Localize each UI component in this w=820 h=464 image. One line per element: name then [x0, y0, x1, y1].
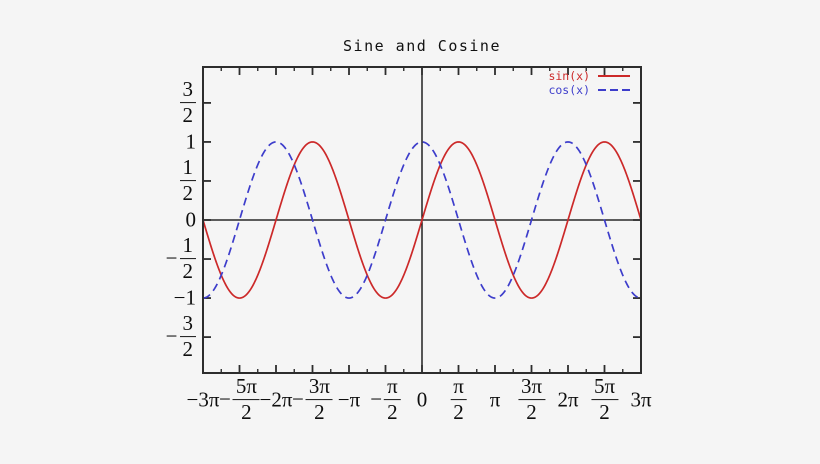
legend-entry-cos: cos(x) [548, 82, 631, 97]
x-tick-label: −3π [186, 387, 220, 412]
chart-title: Sine and Cosine [343, 37, 501, 55]
sin-curve [202, 141, 642, 299]
x-tick-label: 0 [416, 387, 428, 412]
legend-cos-label: cos(x) [548, 82, 590, 97]
y-tick-label: −1 [173, 285, 196, 310]
x-tick-label: 3π [630, 387, 652, 412]
legend-sin-label: sin(x) [548, 68, 590, 83]
x-tick-label: −5π 2 [219, 375, 260, 424]
legend-cos-line-sample [598, 88, 630, 91]
x-tick-label: 2π [557, 387, 579, 412]
x-tick-label: − π 2 [370, 375, 401, 424]
cos-curve [202, 141, 642, 299]
y-tick-label: 0 [185, 207, 197, 232]
x-tick-label: 5π 2 [590, 375, 619, 424]
x-tick-label: −3π 2 [292, 375, 333, 424]
y-tick-label: −3 2 [166, 312, 196, 361]
legend-sin-line-sample [598, 74, 630, 77]
y-axis-ticks [203, 102, 641, 338]
y-tick-label: 1 [185, 129, 197, 154]
x-tick-label: π [489, 387, 501, 412]
x-tick-label: 3π 2 [517, 375, 546, 424]
y-tick-label: −1 2 [166, 234, 196, 283]
x-tick-label: −2π [259, 387, 293, 412]
legend-entry-sin: sin(x) [548, 68, 631, 83]
x-tick-label: −π [337, 387, 361, 412]
plot-border [202, 66, 642, 374]
legend: sin(x) cos(x) [548, 68, 631, 97]
